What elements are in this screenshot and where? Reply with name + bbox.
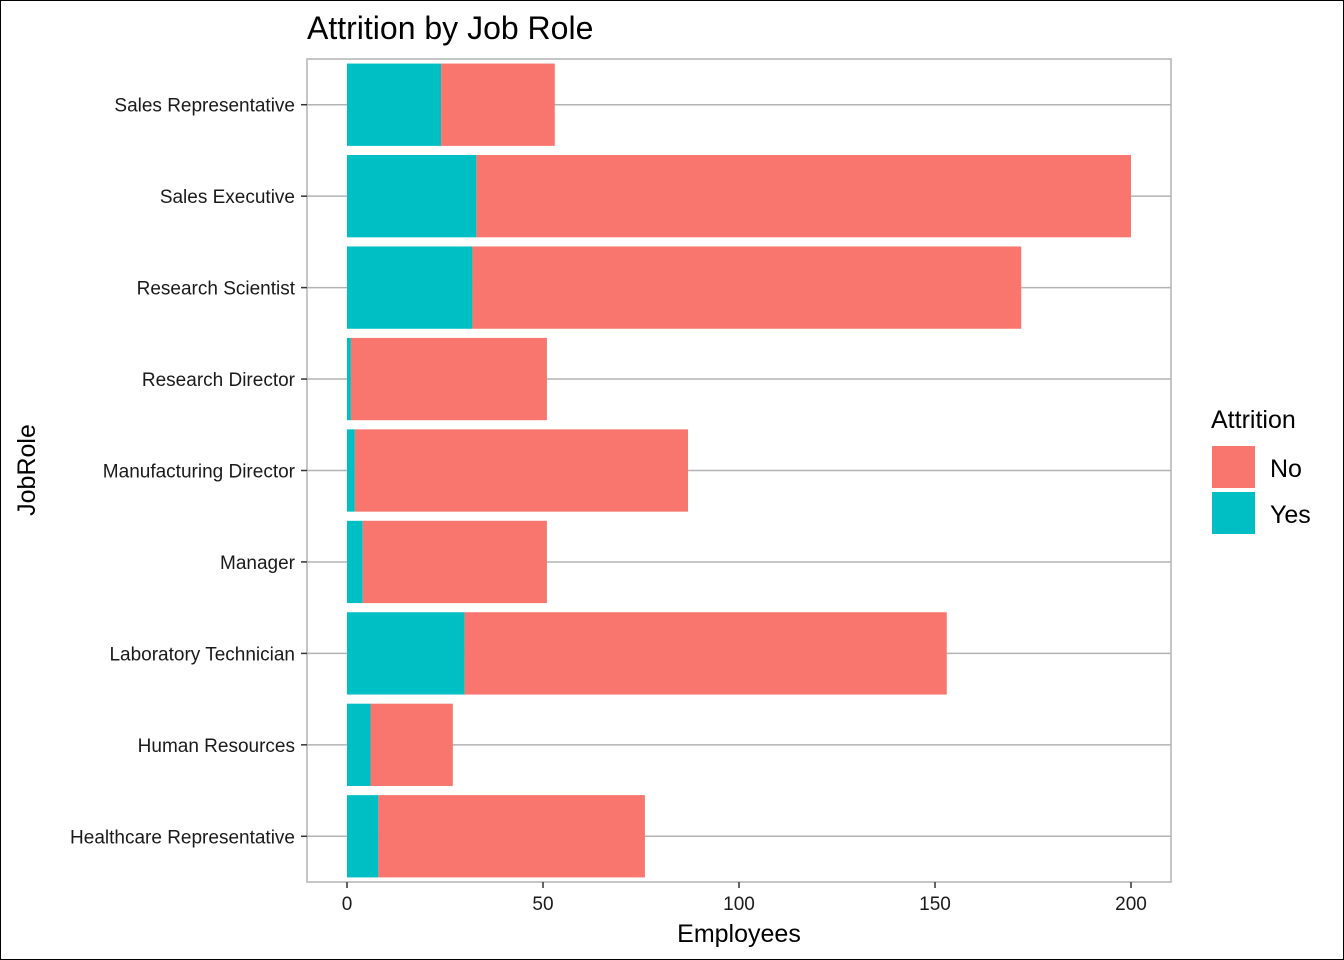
bar-yes [347,703,371,786]
legend-label-yes: Yes [1270,501,1311,529]
bar-yes [347,795,379,878]
y-tick-label: Sales Representative [114,96,295,117]
bar-no [350,337,547,421]
bar-no [476,155,1131,238]
bar-yes [347,429,355,512]
y-tick-label: Laboratory Technician [109,644,295,665]
bar-no [441,63,555,146]
y-tick-label: Manufacturing Director [103,462,296,483]
x-tick-label: 100 [723,894,755,915]
legend-swatch-yes [1212,492,1255,534]
x-axis-label: Employees [677,920,801,948]
x-tick-label: 200 [1115,894,1147,915]
y-axis-ticks: Sales Representative Sales Executive Resea… [70,96,307,848]
x-tick-label: 0 [342,894,353,915]
bar-yes [347,246,473,329]
bar-no [378,795,645,878]
y-tick-label: Sales Executive [160,187,295,208]
legend-title: Attrition [1211,406,1296,434]
x-tick-label: 150 [919,894,951,915]
bar-no [362,520,547,604]
x-tick-label: 50 [532,894,553,915]
x-axis-ticks: 0 50 100 150 200 [342,882,1147,915]
bars [347,63,1131,878]
bar-yes [347,155,477,238]
y-tick-label: Research Scientist [137,279,296,300]
legend: Attrition No Yes [1211,406,1311,534]
bar-yes [347,520,363,604]
bar-yes [347,612,465,695]
chart-title: Attrition by Job Role [307,10,593,46]
y-axis-label: JobRole [13,424,41,516]
bar-no [472,246,1022,329]
legend-swatch-no [1212,446,1255,488]
y-tick-label: Manager [220,553,296,574]
bar-yes [347,337,351,421]
bar-no [464,612,947,695]
y-tick-label: Healthcare Representative [70,827,295,848]
bar-no [354,429,689,512]
bar-no [370,703,453,786]
legend-label-no: No [1270,455,1302,483]
bar-yes [347,63,442,146]
y-tick-label: Research Director [142,370,296,391]
y-tick-label: Human Resources [138,736,295,757]
